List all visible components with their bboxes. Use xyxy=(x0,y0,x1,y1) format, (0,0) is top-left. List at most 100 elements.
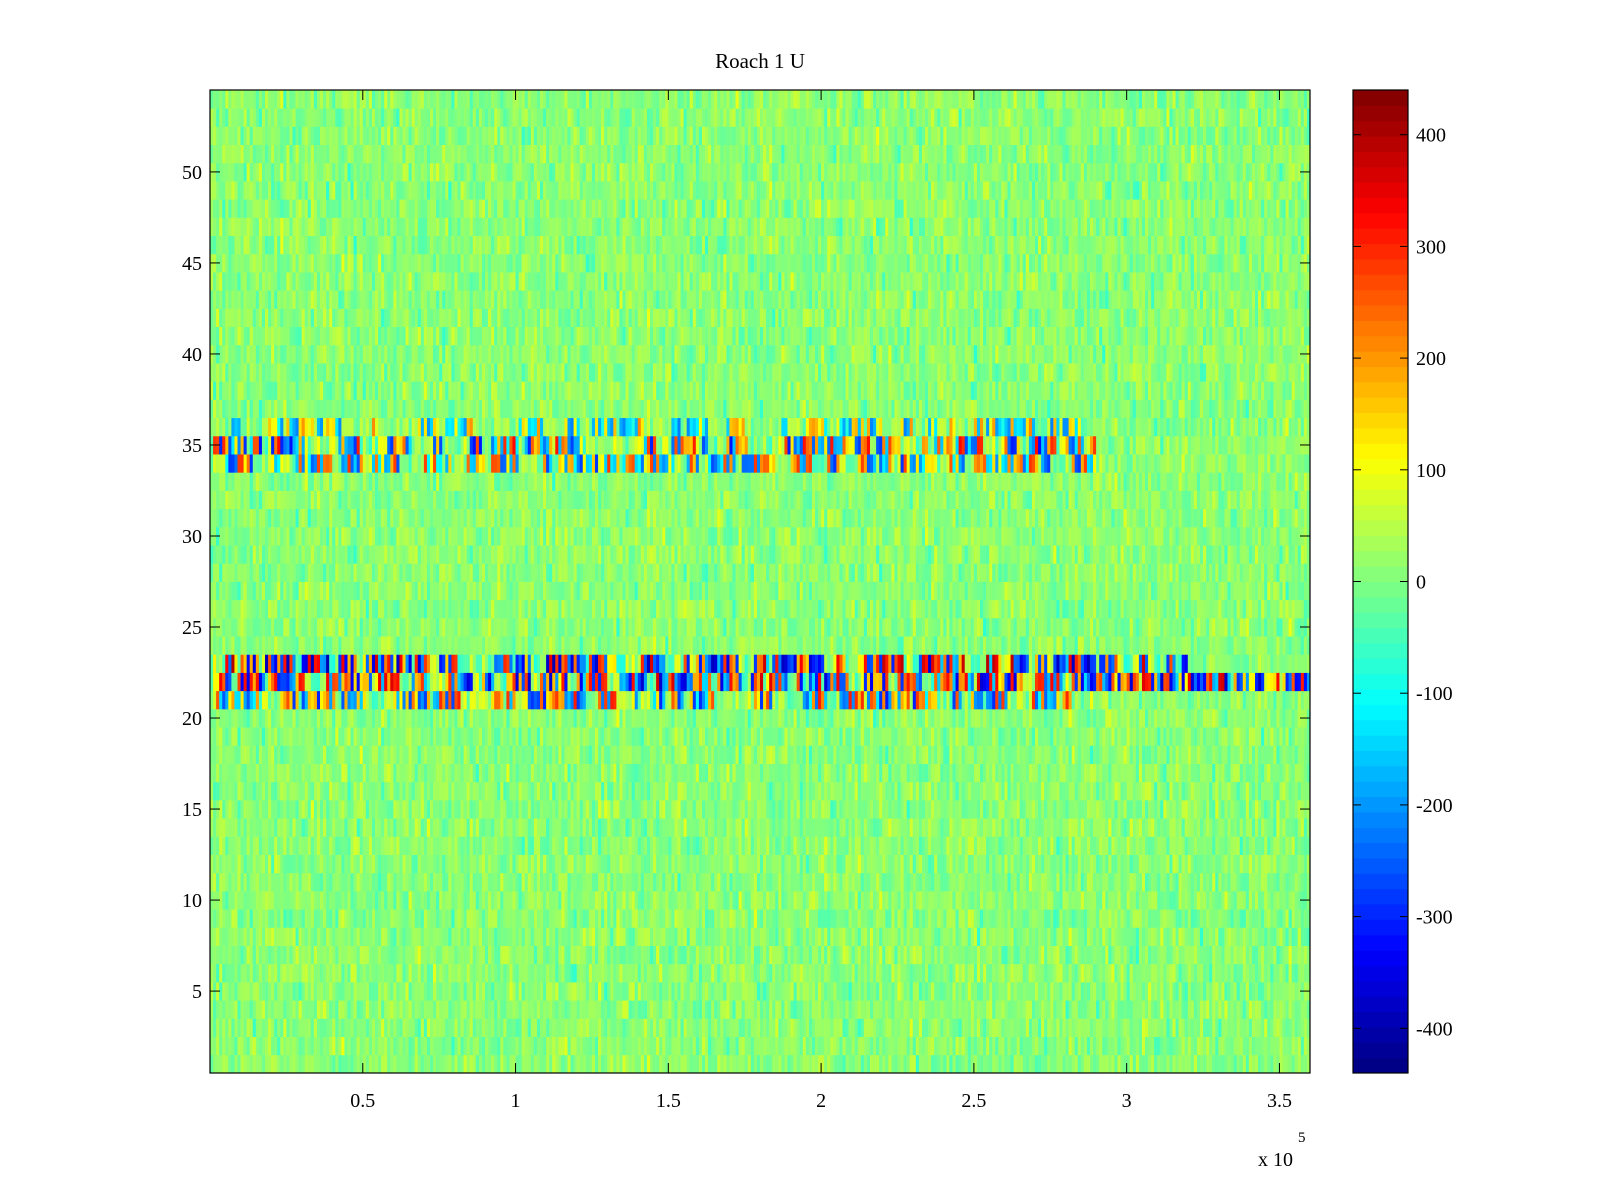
heatmap-cell xyxy=(1276,1036,1280,1056)
heatmap-cell xyxy=(1141,1036,1146,1056)
heatmap-cell xyxy=(1141,872,1146,892)
heatmap-cell xyxy=(338,872,342,892)
heatmap-cell xyxy=(836,909,840,928)
heatmap-cell xyxy=(973,818,978,837)
heatmap-cell xyxy=(494,1018,498,1037)
heatmap-cell xyxy=(1273,909,1277,928)
heatmap-cell xyxy=(579,981,584,1001)
heatmap-cell xyxy=(775,854,779,874)
heatmap-cell xyxy=(570,1054,575,1074)
heatmap-cell xyxy=(353,872,358,892)
heatmap-cell xyxy=(326,890,330,910)
heatmap-cell xyxy=(475,927,480,946)
heatmap-cell xyxy=(375,1000,379,1019)
heatmap-cell xyxy=(1019,1000,1024,1019)
heatmap-cell xyxy=(310,872,315,892)
heatmap-cell xyxy=(1102,872,1106,892)
heatmap-cell xyxy=(1044,818,1048,837)
heatmap-cell xyxy=(298,945,303,965)
heatmap-cell xyxy=(973,963,978,983)
heatmap-cell xyxy=(1154,872,1158,892)
heatmap-cell xyxy=(1141,945,1146,965)
heatmap-cell xyxy=(591,836,596,855)
heatmap-cell xyxy=(983,1054,987,1074)
heatmap-cell xyxy=(995,1018,999,1037)
heatmap-cell xyxy=(1200,927,1204,946)
heatmap-cell xyxy=(485,1000,489,1019)
heatmap-cell xyxy=(1297,927,1302,946)
heatmap-cell xyxy=(882,981,886,1001)
heatmap-cell xyxy=(399,981,403,1001)
heatmap-cell xyxy=(387,981,391,1001)
heatmap-cell xyxy=(368,890,373,910)
heatmap-cell xyxy=(756,945,761,965)
heatmap-cell xyxy=(668,1000,672,1019)
heatmap-cell xyxy=(1276,1054,1280,1074)
heatmap-cell xyxy=(1096,909,1100,928)
heatmap-cell xyxy=(1105,854,1109,874)
heatmap-cell xyxy=(958,963,963,983)
heatmap-cell xyxy=(1080,1018,1085,1037)
heatmap-cell xyxy=(1169,1018,1173,1037)
heatmap-cell xyxy=(900,818,905,837)
heatmap-cell xyxy=(815,945,819,965)
heatmap-cell xyxy=(705,818,709,837)
heatmap-cell xyxy=(310,981,315,1001)
heatmap-cell xyxy=(870,927,874,946)
heatmap-cell xyxy=(891,1000,895,1019)
heatmap-cell xyxy=(472,945,477,965)
heatmap-cell xyxy=(811,872,816,892)
heatmap-cell xyxy=(1068,818,1073,837)
heatmap-cell xyxy=(671,909,675,928)
heatmap-cell xyxy=(964,1054,969,1074)
heatmap-cell xyxy=(845,1018,850,1037)
heatmap-cell xyxy=(671,854,675,874)
heatmap-cell xyxy=(521,963,526,983)
heatmap-cell xyxy=(805,1036,810,1056)
heatmap-cell xyxy=(659,909,663,928)
heatmap-cell xyxy=(1300,1036,1305,1056)
heatmap-cell xyxy=(1044,981,1048,1001)
heatmap-cell xyxy=(274,945,278,965)
heatmap-cell xyxy=(451,836,455,855)
heatmap-cell xyxy=(1166,836,1170,855)
heatmap-cell xyxy=(448,945,452,965)
heatmap-cell xyxy=(494,927,498,946)
heatmap-cell xyxy=(925,1000,929,1019)
heatmap-cell xyxy=(701,818,706,837)
heatmap-cell xyxy=(1056,818,1060,837)
heatmap-cell xyxy=(668,836,672,855)
heatmap-cell xyxy=(222,1054,226,1074)
heatmap-cell xyxy=(995,872,999,892)
heatmap-cell xyxy=(622,945,626,965)
heatmap-cell xyxy=(815,818,819,837)
heatmap-cell xyxy=(628,981,633,1001)
heatmap-cell xyxy=(659,963,663,983)
heatmap-cell xyxy=(488,854,492,874)
heatmap-cell xyxy=(536,1054,541,1074)
heatmap-cell xyxy=(668,1018,672,1037)
heatmap-cell xyxy=(540,927,544,946)
heatmap-cell xyxy=(674,890,678,910)
heatmap-cell xyxy=(665,854,669,874)
heatmap-cell xyxy=(332,1000,336,1019)
heatmap-cell xyxy=(417,927,422,946)
heatmap-cell xyxy=(332,872,336,892)
heatmap-cell xyxy=(928,1000,932,1019)
heatmap-cell xyxy=(1019,1054,1024,1074)
heatmap-cell xyxy=(756,963,761,983)
heatmap-cell xyxy=(268,890,272,910)
heatmap-cell xyxy=(515,1036,520,1056)
heatmap-cell xyxy=(255,1054,260,1074)
heatmap-cell xyxy=(365,945,370,965)
heatmap-cell xyxy=(368,1054,373,1074)
heatmap-cell xyxy=(888,981,892,1001)
heatmap-cell xyxy=(518,963,523,983)
heatmap-cell xyxy=(802,1036,807,1056)
heatmap-cell xyxy=(277,963,281,983)
heatmap-cell xyxy=(442,1000,446,1019)
heatmap-cell xyxy=(848,945,853,965)
heatmap-cell xyxy=(433,818,437,837)
heatmap-cell xyxy=(610,818,614,837)
heatmap-cell xyxy=(980,927,984,946)
